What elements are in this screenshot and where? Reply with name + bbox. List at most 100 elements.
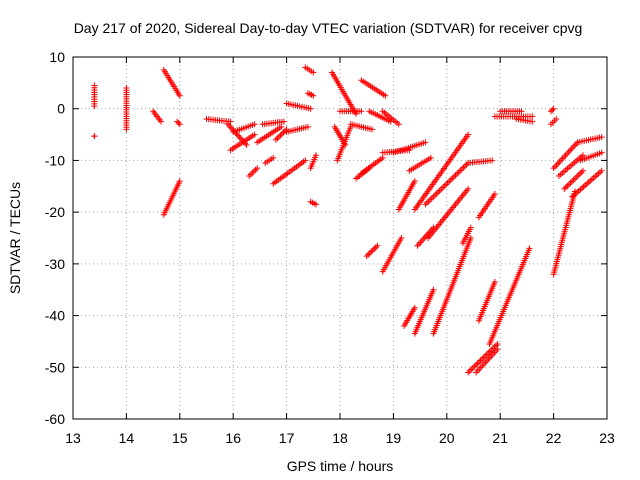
data-point	[529, 113, 536, 120]
data-point	[427, 154, 434, 161]
data-point	[438, 186, 445, 193]
x-axis-ticks: 13 14 15 16 17 18 19 20 21 22 23	[65, 57, 615, 446]
data-point	[447, 176, 454, 183]
data-point	[569, 178, 576, 185]
data-point	[411, 178, 418, 185]
data-point	[466, 367, 473, 374]
x-tick-label: 13	[65, 430, 81, 446]
data-point	[572, 175, 579, 182]
data-point	[379, 154, 386, 161]
data-point	[428, 195, 435, 202]
data-point	[518, 108, 525, 115]
data-point	[274, 135, 281, 142]
data-point	[358, 108, 365, 115]
data-point	[443, 181, 450, 188]
data-point	[435, 189, 442, 196]
data-point	[598, 149, 605, 156]
data-point	[494, 341, 501, 348]
data-point	[272, 136, 279, 143]
data-point	[598, 167, 605, 174]
x-tick-label: 20	[439, 430, 455, 446]
data-point	[439, 184, 446, 191]
data-point	[282, 127, 289, 134]
data-point	[573, 173, 580, 180]
data-point	[529, 118, 536, 125]
data-point	[251, 121, 258, 128]
data-point	[310, 69, 317, 76]
x-tick-label: 21	[492, 430, 508, 446]
data-point	[465, 185, 472, 192]
data-point	[441, 182, 448, 189]
data-point	[450, 173, 457, 180]
data-point	[368, 248, 375, 255]
data-point	[91, 133, 98, 140]
data-point	[526, 245, 533, 252]
data-point	[411, 304, 418, 311]
data-point	[489, 157, 496, 164]
x-tick-label: 17	[279, 430, 295, 446]
data-point	[564, 182, 571, 189]
data-point	[174, 118, 181, 125]
x-tick-label: 15	[172, 430, 188, 446]
data-point	[366, 165, 373, 172]
data-point	[366, 250, 373, 257]
data-point	[567, 179, 574, 186]
data-point	[467, 235, 474, 241]
data-point	[236, 133, 243, 140]
data-point	[549, 107, 556, 114]
data-point	[431, 192, 438, 199]
data-point	[424, 199, 431, 206]
y-tick-label: -30	[45, 256, 65, 272]
y-tick-label: -50	[45, 359, 65, 375]
data-point	[433, 190, 440, 197]
data-point	[425, 198, 432, 205]
data-point	[176, 121, 183, 128]
data-point	[363, 253, 370, 260]
data-point	[579, 167, 586, 174]
data-point	[436, 187, 443, 194]
data-point	[277, 132, 284, 139]
data-point	[251, 131, 258, 138]
y-tick-label: -60	[45, 411, 65, 427]
data-point	[455, 169, 462, 176]
data-point	[550, 105, 557, 112]
data-point	[227, 118, 234, 125]
data-point	[446, 178, 453, 185]
x-tick-label: 23	[599, 430, 615, 446]
y-tick-label: -10	[45, 152, 65, 168]
y-axis-ticks: 10 0 -10 -20 -30 -40 -50 -60	[45, 49, 607, 427]
y-tick-label: -20	[45, 204, 65, 220]
data-point	[458, 166, 465, 173]
data-point	[452, 172, 459, 179]
data-point	[398, 235, 405, 241]
data-point	[123, 126, 130, 133]
x-tick-label: 14	[119, 430, 135, 446]
data-point	[369, 247, 376, 254]
data-point	[310, 92, 317, 99]
data-point	[444, 179, 451, 186]
data-points	[91, 64, 605, 376]
data-point	[460, 164, 467, 171]
data-point	[598, 134, 605, 141]
data-point	[576, 170, 583, 177]
data-point	[374, 242, 381, 249]
data-point	[243, 141, 250, 148]
data-point	[371, 245, 378, 252]
y-tick-label: 0	[57, 101, 65, 117]
data-point	[254, 165, 261, 172]
data-point	[353, 110, 360, 117]
data-point	[369, 126, 376, 133]
data-point	[91, 103, 98, 110]
x-tick-label: 16	[225, 430, 241, 446]
data-point	[553, 116, 560, 123]
data-point	[570, 176, 577, 183]
data-point	[158, 118, 165, 125]
chart-title: Day 217 of 2020, Sidereal Day-to-day VTE…	[74, 20, 583, 36]
data-point	[492, 342, 499, 349]
data-point	[561, 185, 568, 192]
data-point	[304, 123, 311, 130]
data-point	[280, 118, 287, 125]
data-point	[547, 108, 554, 115]
data-point	[427, 196, 434, 203]
